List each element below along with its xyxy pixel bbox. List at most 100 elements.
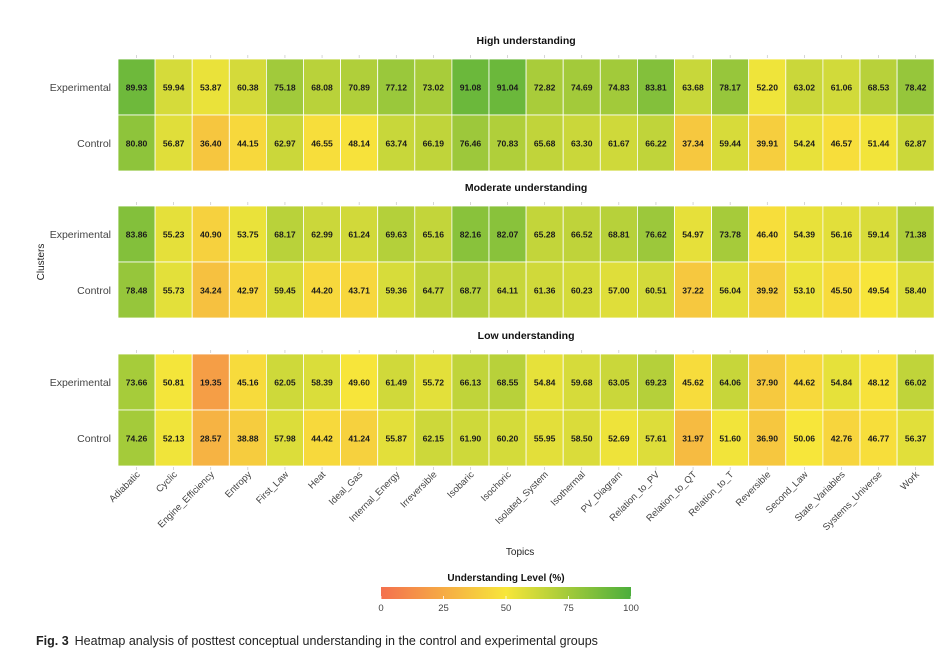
heatmap-cell — [154, 409, 193, 467]
cell-value-label: 78.17 — [719, 82, 741, 92]
heatmap-cell — [896, 261, 935, 319]
x-tick-label: Ideal_Gas — [327, 469, 366, 508]
cell-value-label: 50.06 — [794, 433, 816, 443]
cell-value-label: 63.30 — [571, 138, 593, 148]
cell-value-label: 68.08 — [311, 82, 333, 92]
cell-value-label: 56.87 — [163, 138, 185, 148]
cell-value-label: 59.14 — [868, 229, 890, 239]
cell-value-label: 63.05 — [608, 377, 630, 387]
cell-value-label: 58.40 — [905, 285, 927, 295]
cell-value-label: 55.73 — [163, 285, 185, 295]
row-label: Control — [77, 285, 111, 297]
heatmap-cell — [525, 261, 564, 319]
cell-value-label: 68.77 — [460, 285, 482, 295]
heatmap-cell — [451, 409, 490, 467]
heatmap-panel: High understanding Experimental 89.93 59.94… — [50, 35, 935, 172]
heatmap-cell — [896, 409, 935, 467]
cell-value-label: 37.34 — [682, 138, 704, 148]
cell-value-label: 28.57 — [200, 433, 222, 443]
heatmap-cell — [748, 114, 787, 172]
heatmap-cell — [599, 353, 638, 411]
cell-value-label: 54.97 — [682, 229, 704, 239]
row-label: Control — [77, 138, 111, 150]
x-tick-label: Cyclic — [154, 469, 180, 495]
x-tick-label: Isobaric — [445, 469, 476, 500]
cell-value-label: 63.74 — [385, 138, 407, 148]
heatmap-cell — [674, 205, 712, 263]
heatmap-cell — [748, 409, 787, 467]
cell-value-label: 53.87 — [200, 82, 222, 92]
cell-value-label: 66.19 — [423, 138, 445, 148]
heatmap-cell — [265, 58, 304, 116]
legend-tick-label: 25 — [438, 603, 449, 614]
cell-value-label: 44.15 — [237, 138, 259, 148]
cell-value-label: 82.16 — [460, 229, 482, 239]
heatmap-cell — [265, 261, 304, 319]
cell-value-label: 62.97 — [274, 138, 296, 148]
figure-number: Fig. 3 — [36, 634, 69, 648]
cell-value-label: 61.24 — [348, 229, 370, 239]
heatmap-cell — [228, 353, 267, 411]
cell-value-label: 66.52 — [571, 229, 593, 239]
cell-value-label: 68.81 — [608, 229, 630, 239]
heatmap-cell — [488, 114, 527, 172]
heatmap-cell — [748, 261, 787, 319]
heatmap-cell — [377, 261, 416, 319]
heatmap-cell — [117, 114, 156, 172]
heatmap-cell — [303, 261, 341, 319]
cell-value-label: 49.54 — [868, 285, 890, 295]
panel-title: Low understanding — [478, 330, 575, 342]
cell-value-label: 31.97 — [682, 433, 704, 443]
cell-value-label: 54.24 — [794, 138, 816, 148]
heatmap-cell — [599, 58, 638, 116]
cell-value-label: 64.06 — [719, 377, 741, 387]
cell-value-label: 75.18 — [274, 82, 296, 92]
cell-value-label: 89.93 — [126, 82, 148, 92]
cell-value-label: 66.02 — [905, 377, 927, 387]
cell-value-label: 46.40 — [756, 229, 778, 239]
cell-value-label: 40.90 — [200, 229, 222, 239]
cell-value-label: 45.62 — [682, 377, 704, 387]
heatmap-cell — [562, 205, 601, 263]
cell-value-label: 66.22 — [645, 138, 667, 148]
cell-value-label: 38.88 — [237, 433, 259, 443]
x-tick-label: First_Law — [254, 469, 291, 506]
cell-value-label: 57.61 — [645, 433, 667, 443]
heatmap-cell — [785, 261, 824, 319]
heatmap-cell — [637, 58, 675, 116]
cell-value-label: 48.12 — [868, 377, 890, 387]
heatmap-cell — [265, 353, 304, 411]
heatmap-cell — [377, 58, 416, 116]
row-label: Experimental — [50, 82, 111, 94]
cell-value-label: 72.82 — [534, 82, 556, 92]
cell-value-label: 62.99 — [311, 229, 333, 239]
heatmap-cell — [303, 409, 341, 467]
heatmap-cell — [896, 205, 935, 263]
heatmap-cell — [674, 58, 712, 116]
heatmap-cell — [377, 114, 416, 172]
figure-caption: Fig. 3 Heatmap analysis of posttest conce… — [36, 634, 598, 648]
panel-title: Moderate understanding — [465, 182, 588, 194]
cell-value-label: 43.71 — [348, 285, 370, 295]
heatmap-cell — [303, 114, 341, 172]
cell-value-label: 83.86 — [126, 229, 148, 239]
cell-value-label: 77.12 — [385, 82, 407, 92]
legend-tick-label: 50 — [501, 603, 512, 614]
cell-value-label: 56.04 — [719, 285, 741, 295]
cell-value-label: 62.05 — [274, 377, 296, 387]
cell-value-label: 52.69 — [608, 433, 630, 443]
cell-value-label: 54.84 — [831, 377, 853, 387]
cell-value-label: 59.94 — [163, 82, 185, 92]
cell-value-label: 64.77 — [423, 285, 445, 295]
cell-value-label: 70.83 — [497, 138, 519, 148]
cell-value-label: 91.04 — [497, 82, 519, 92]
cell-value-label: 78.48 — [126, 285, 148, 295]
cell-value-label: 60.23 — [571, 285, 593, 295]
cell-value-label: 19.35 — [200, 377, 222, 387]
heatmap-cell — [599, 114, 638, 172]
color-legend: Understanding Level (%) 0 25 50 75 100 — [378, 573, 639, 614]
heatmap-cell — [525, 409, 564, 467]
heatmap-cell — [414, 261, 453, 319]
heatmap-cell — [303, 58, 341, 116]
cell-value-label: 45.50 — [831, 285, 853, 295]
